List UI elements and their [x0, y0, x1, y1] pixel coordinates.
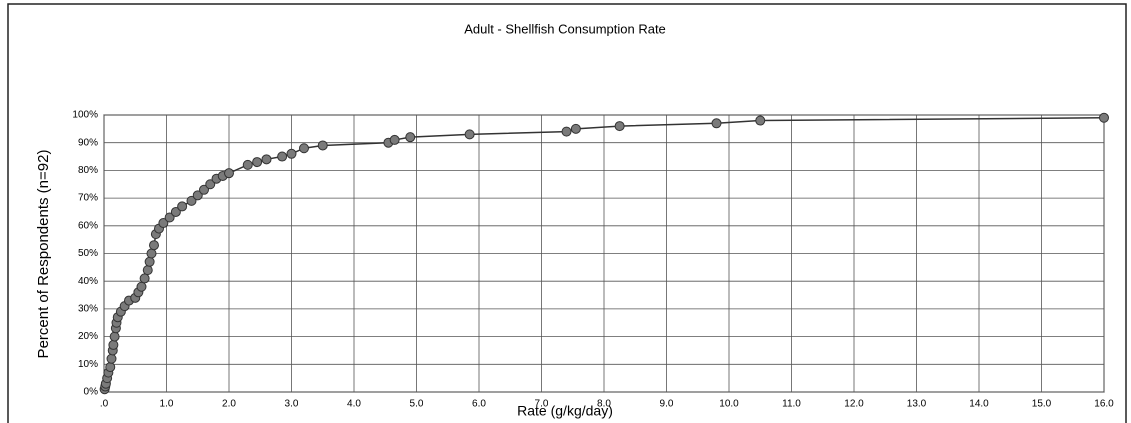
x-tick-label: 2.0 [222, 399, 236, 410]
x-tick-label: 15.0 [1032, 399, 1052, 410]
data-point [561, 126, 572, 137]
data-point [1099, 112, 1109, 123]
y-tick-label: 70% [78, 193, 98, 204]
x-tick-label: 6.0 [472, 399, 486, 410]
data-point [242, 159, 253, 170]
data-point [158, 218, 169, 229]
data-point [389, 134, 400, 145]
y-tick-label: 90% [78, 137, 98, 148]
data-point [317, 140, 328, 151]
x-tick-label: 4.0 [347, 399, 361, 410]
data-point [224, 168, 234, 179]
data-point [755, 115, 766, 126]
data-point [139, 273, 150, 284]
data-point [186, 195, 197, 206]
data-point [299, 143, 309, 154]
data-point [177, 201, 188, 212]
data-point [109, 331, 120, 342]
x-tick-label: 5.0 [410, 399, 424, 410]
chart-title: Adult - Shellfish Consumption Rate [464, 21, 666, 36]
data-point [570, 123, 581, 134]
x-tick-label: 10.0 [719, 399, 739, 410]
data-point [170, 206, 181, 217]
y-tick-label: 80% [78, 165, 98, 176]
data-point [286, 148, 297, 159]
y-tick-label: 0% [84, 387, 99, 398]
y-tick-label: 20% [78, 331, 98, 342]
data-point [464, 129, 475, 140]
x-tick-label: 11.0 [782, 399, 801, 410]
x-tick-label: 7.0 [535, 399, 549, 410]
data-point [106, 353, 117, 364]
data-point [136, 281, 147, 292]
data-point [142, 265, 153, 276]
data-point [277, 151, 288, 162]
y-tick-label: 60% [78, 220, 98, 231]
frame [7, 3, 1127, 423]
data-point [146, 248, 157, 259]
x-tick-label: 16.0 [1094, 399, 1114, 410]
data-point [711, 118, 722, 129]
x-tick-label: 1.0 [160, 399, 174, 410]
data-point [205, 179, 216, 190]
x-tick-label: 13.0 [907, 399, 927, 410]
data-point [149, 240, 159, 251]
x-tick-label: 9.0 [660, 399, 674, 410]
data-point [108, 339, 119, 350]
data-point [105, 362, 116, 373]
data-point [405, 132, 416, 143]
data-point [614, 121, 625, 132]
y-tick-label: 40% [78, 276, 98, 287]
y-tick-label: 50% [78, 248, 98, 259]
data-point [199, 184, 209, 195]
data-point [164, 212, 175, 223]
x-axis-label: Rate (g/kg/day) [517, 403, 613, 419]
y-axis-label: Percent of Respondents (n=92) [35, 150, 52, 359]
data-point [192, 190, 203, 201]
data-point [144, 256, 155, 267]
x-tick-label: 12.0 [844, 399, 864, 410]
y-tick-label: 10% [78, 359, 98, 370]
y-tick-label: 100% [72, 110, 98, 121]
x-tick-label: 14.0 [969, 399, 989, 410]
x-tick-label: .0 [100, 399, 109, 410]
data-point [261, 154, 272, 165]
x-tick-label: 8.0 [597, 399, 611, 410]
y-tick-label: 30% [78, 304, 98, 315]
data-point [252, 157, 263, 168]
x-tick-label: 3.0 [285, 399, 299, 410]
